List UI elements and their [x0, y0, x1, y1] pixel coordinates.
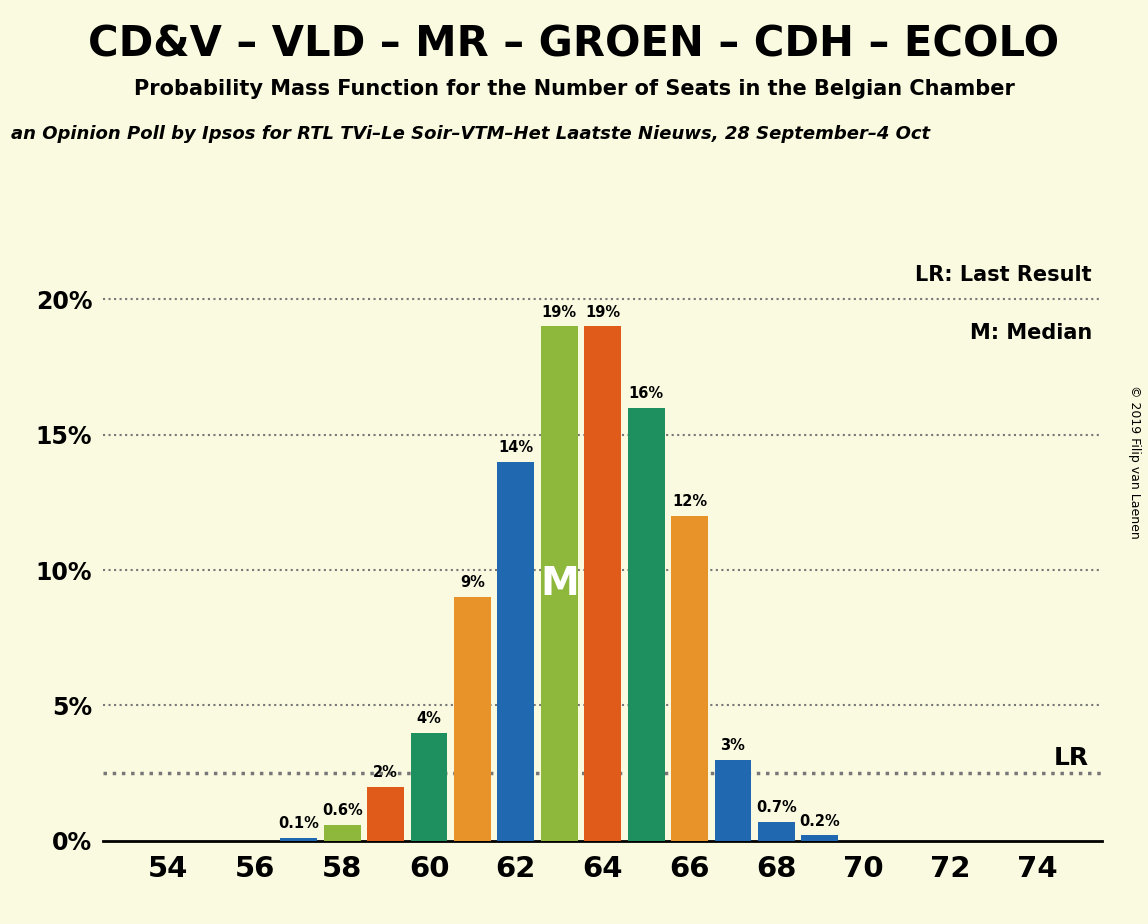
Bar	[411, 733, 448, 841]
Text: M: Median: M: Median	[970, 322, 1092, 343]
Text: 12%: 12%	[672, 494, 707, 509]
Bar	[758, 821, 794, 841]
Text: 0.6%: 0.6%	[321, 803, 363, 818]
Bar	[801, 835, 838, 841]
Bar	[672, 516, 708, 841]
Text: 0.1%: 0.1%	[278, 817, 319, 832]
Text: 19%: 19%	[585, 305, 620, 320]
Text: 16%: 16%	[629, 386, 664, 401]
Text: 19%: 19%	[542, 305, 576, 320]
Text: CD&V – VLD – MR – GROEN – CDH – ECOLO: CD&V – VLD – MR – GROEN – CDH – ECOLO	[88, 23, 1060, 65]
Bar	[324, 824, 360, 841]
Bar	[367, 786, 404, 841]
Text: 0.2%: 0.2%	[799, 814, 840, 829]
Bar	[714, 760, 752, 841]
Text: 9%: 9%	[460, 576, 484, 590]
Text: LR: LR	[1054, 747, 1089, 771]
Text: 14%: 14%	[498, 440, 534, 455]
Bar	[541, 326, 577, 841]
Text: © 2019 Filip van Laenen: © 2019 Filip van Laenen	[1127, 385, 1141, 539]
Text: M: M	[540, 565, 579, 602]
Bar	[280, 838, 317, 841]
Text: 0.7%: 0.7%	[757, 800, 797, 815]
Bar	[584, 326, 621, 841]
Text: an Opinion Poll by Ipsos for RTL TVi–Le Soir–VTM–Het Laatste Nieuws, 28 Septembe: an Opinion Poll by Ipsos for RTL TVi–Le …	[11, 125, 931, 142]
Text: 3%: 3%	[721, 738, 745, 753]
Bar	[628, 407, 665, 841]
Bar	[453, 597, 491, 841]
Bar	[497, 462, 534, 841]
Text: Probability Mass Function for the Number of Seats in the Belgian Chamber: Probability Mass Function for the Number…	[133, 79, 1015, 99]
Text: LR: Last Result: LR: Last Result	[915, 264, 1092, 285]
Text: 4%: 4%	[417, 711, 442, 725]
Text: 2%: 2%	[373, 765, 398, 780]
